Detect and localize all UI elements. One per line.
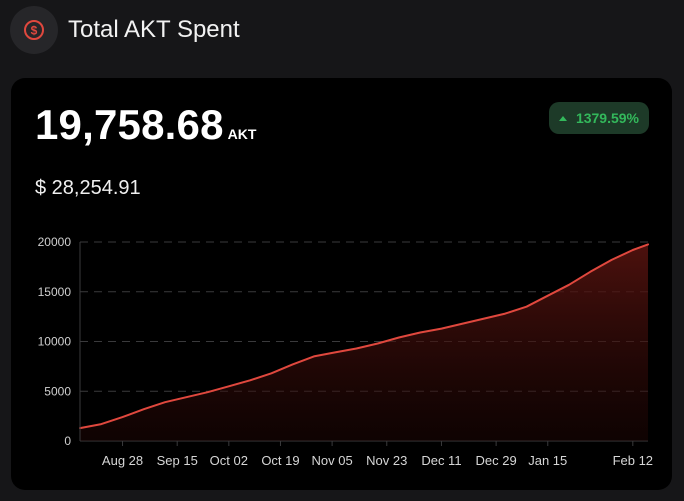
- y-tick-label: 20000: [38, 235, 72, 249]
- y-tick-label: 10000: [38, 335, 72, 349]
- x-tick-label: Nov 23: [366, 453, 407, 468]
- y-tick-label: 15000: [38, 285, 72, 299]
- x-tick-label: Dec 29: [476, 453, 517, 468]
- change-percent: 1379.59%: [575, 110, 639, 126]
- x-tick-label: Sep 15: [157, 453, 198, 468]
- y-tick-label: 0: [64, 434, 71, 448]
- svg-text:$: $: [31, 24, 38, 38]
- up-arrow-icon: [558, 115, 567, 121]
- x-tick-label: Aug 28: [102, 453, 143, 468]
- page-title: Total AKT Spent: [68, 16, 240, 43]
- series-area: [80, 244, 648, 441]
- x-tick-label: Oct 19: [261, 453, 299, 468]
- x-tick-label: Dec 11: [421, 453, 461, 468]
- x-tick-label: Feb 12: [613, 453, 653, 468]
- x-tick-label: Jan 15: [528, 453, 567, 468]
- akt-amount: 19,758.68 AKT: [35, 102, 256, 148]
- x-tick-label: Oct 02: [210, 453, 248, 468]
- dollar-circle-icon: $: [10, 6, 58, 54]
- x-tick-label: Nov 05: [312, 453, 353, 468]
- amount-unit: AKT: [227, 126, 257, 142]
- y-tick-label: 5000: [44, 384, 71, 398]
- stats-card: 19,758.68 AKT $ 28,254.91 1379.59% 0 5000…: [11, 78, 672, 490]
- series-line: [79, 243, 649, 430]
- spending-chart: 0 5000 10000 15000 20000 Aug 28 Sep 15 Oct 02 Oc…: [38, 235, 653, 468]
- amount-value: 19,758.68: [35, 101, 224, 148]
- usd-value: $ 28,254.91: [35, 177, 141, 199]
- panel-header: $ Total AKT Spent: [10, 6, 240, 54]
- change-badge: 1379.59%: [548, 102, 649, 134]
